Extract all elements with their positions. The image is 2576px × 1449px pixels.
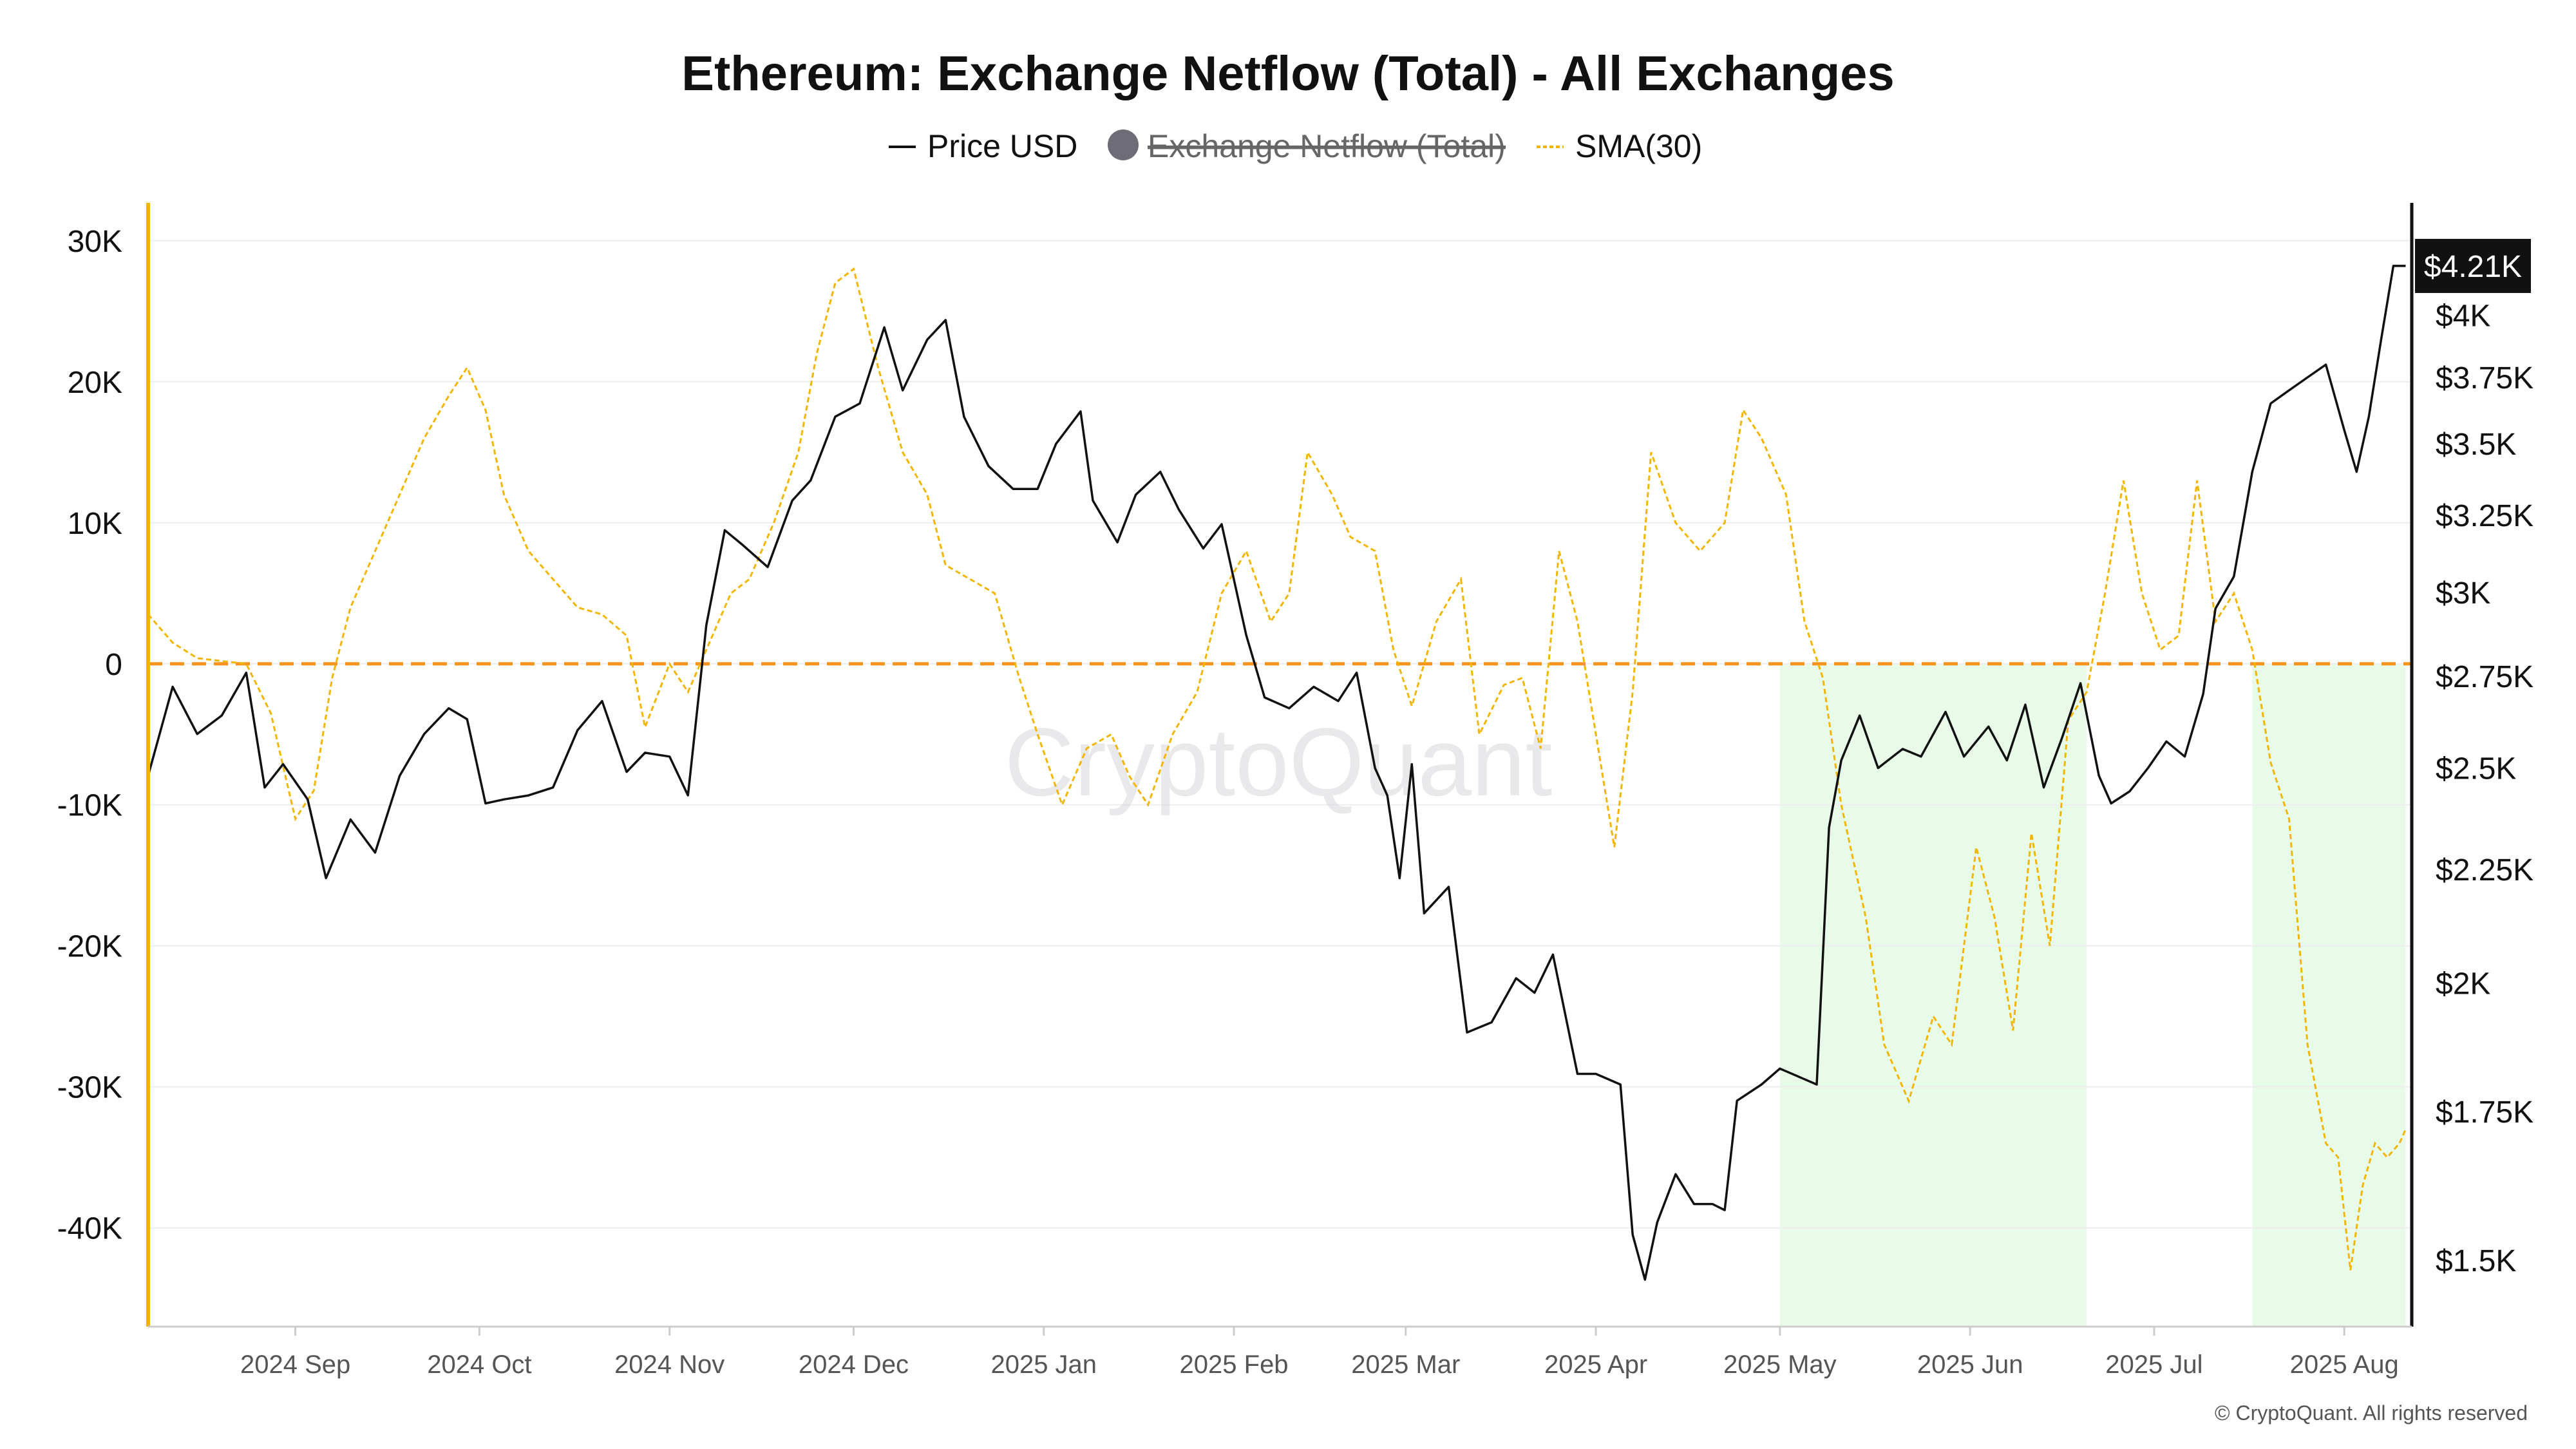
current-price-label: $4.21K: [2424, 250, 2522, 284]
right-tick-label: $3.5K: [2436, 428, 2516, 462]
series-layer: [147, 265, 2407, 1281]
right-tick-label: $3.25K: [2436, 499, 2533, 533]
right-tick-label: $2.75K: [2436, 660, 2533, 694]
left-tick-label: -30K: [57, 1071, 122, 1105]
x-tick-label: 2025 Jun: [1917, 1350, 2023, 1379]
x-tick-label: 2024 Sep: [240, 1350, 350, 1379]
left-tick-label: 10K: [68, 507, 122, 541]
x-tick-label: 2025 Apr: [1544, 1350, 1647, 1379]
right-tick-label: $1.75K: [2436, 1095, 2533, 1130]
right-tick-label: $1.5K: [2436, 1244, 2516, 1278]
right-tick-label: $3K: [2436, 576, 2490, 611]
left-tick-label: 30K: [68, 225, 122, 259]
legend: Price USD Exchange Netflow (Total) SMA(3…: [889, 128, 1702, 164]
x-axis-ticks: 2024 Sep 2024 Oct 2024 Nov 2024 Dec 2025 Jan…: [240, 1327, 2399, 1379]
left-tick-label: 20K: [68, 366, 122, 400]
legend-netflow-swatch: [1108, 129, 1139, 160]
right-tick-label: $3.75K: [2436, 361, 2533, 395]
legend-item-sma[interactable]: SMA(30): [1537, 128, 1702, 164]
right-axis-ticks: $4K $3.75K $3.5K $3.25K $3K $2.75K $2.5K $2.25K…: [2436, 299, 2533, 1278]
right-tick-label: $2.25K: [2436, 853, 2533, 887]
right-tick-label: $2.5K: [2436, 752, 2516, 786]
left-tick-label: -20K: [57, 930, 122, 964]
current-price-tag-bg: [2415, 238, 2531, 293]
left-axis-ticks: 30K 20K 10K 0 -10K -20K -30K -40K: [57, 225, 122, 1246]
right-tick-label: $4K: [2436, 299, 2490, 333]
right-tick-label: $2K: [2436, 967, 2490, 1001]
chart-title: Ethereum: Exchange Netflow (Total) - All…: [681, 46, 1894, 101]
current-price-tag: $4.21K: [2415, 238, 2531, 293]
x-tick-label: 2025 Jan: [990, 1350, 1097, 1379]
plot-area: CryptoQuant: [147, 240, 2412, 1327]
x-tick-label: 2025 Aug: [2290, 1350, 2399, 1379]
legend-sma-label: SMA(30): [1575, 128, 1702, 164]
legend-price-label: Price USD: [927, 128, 1077, 164]
x-tick-label: 2025 Jul: [2105, 1350, 2202, 1379]
x-tick-label: 2025 Feb: [1180, 1350, 1289, 1379]
copyright: © CryptoQuant. All rights reserved: [2215, 1401, 2528, 1425]
highlight-band: [1779, 663, 2087, 1327]
left-tick-label: -40K: [57, 1212, 122, 1246]
left-tick-label: 0: [105, 648, 122, 682]
highlight-band: [2252, 663, 2406, 1327]
x-tick-label: 2025 May: [1723, 1350, 1837, 1379]
watermark: CryptoQuant: [1005, 708, 1552, 816]
legend-item-netflow[interactable]: Exchange Netflow (Total): [1108, 128, 1506, 164]
highlight-bands: [1779, 663, 2406, 1327]
x-tick-label: 2024 Dec: [799, 1350, 909, 1379]
x-tick-label: 2024 Oct: [427, 1350, 531, 1379]
left-tick-label: -10K: [57, 789, 122, 823]
legend-item-price[interactable]: Price USD: [889, 128, 1077, 164]
price-usd-line: [147, 265, 2406, 1281]
x-tick-label: 2024 Nov: [614, 1350, 724, 1379]
x-tick-label: 2025 Mar: [1351, 1350, 1460, 1379]
